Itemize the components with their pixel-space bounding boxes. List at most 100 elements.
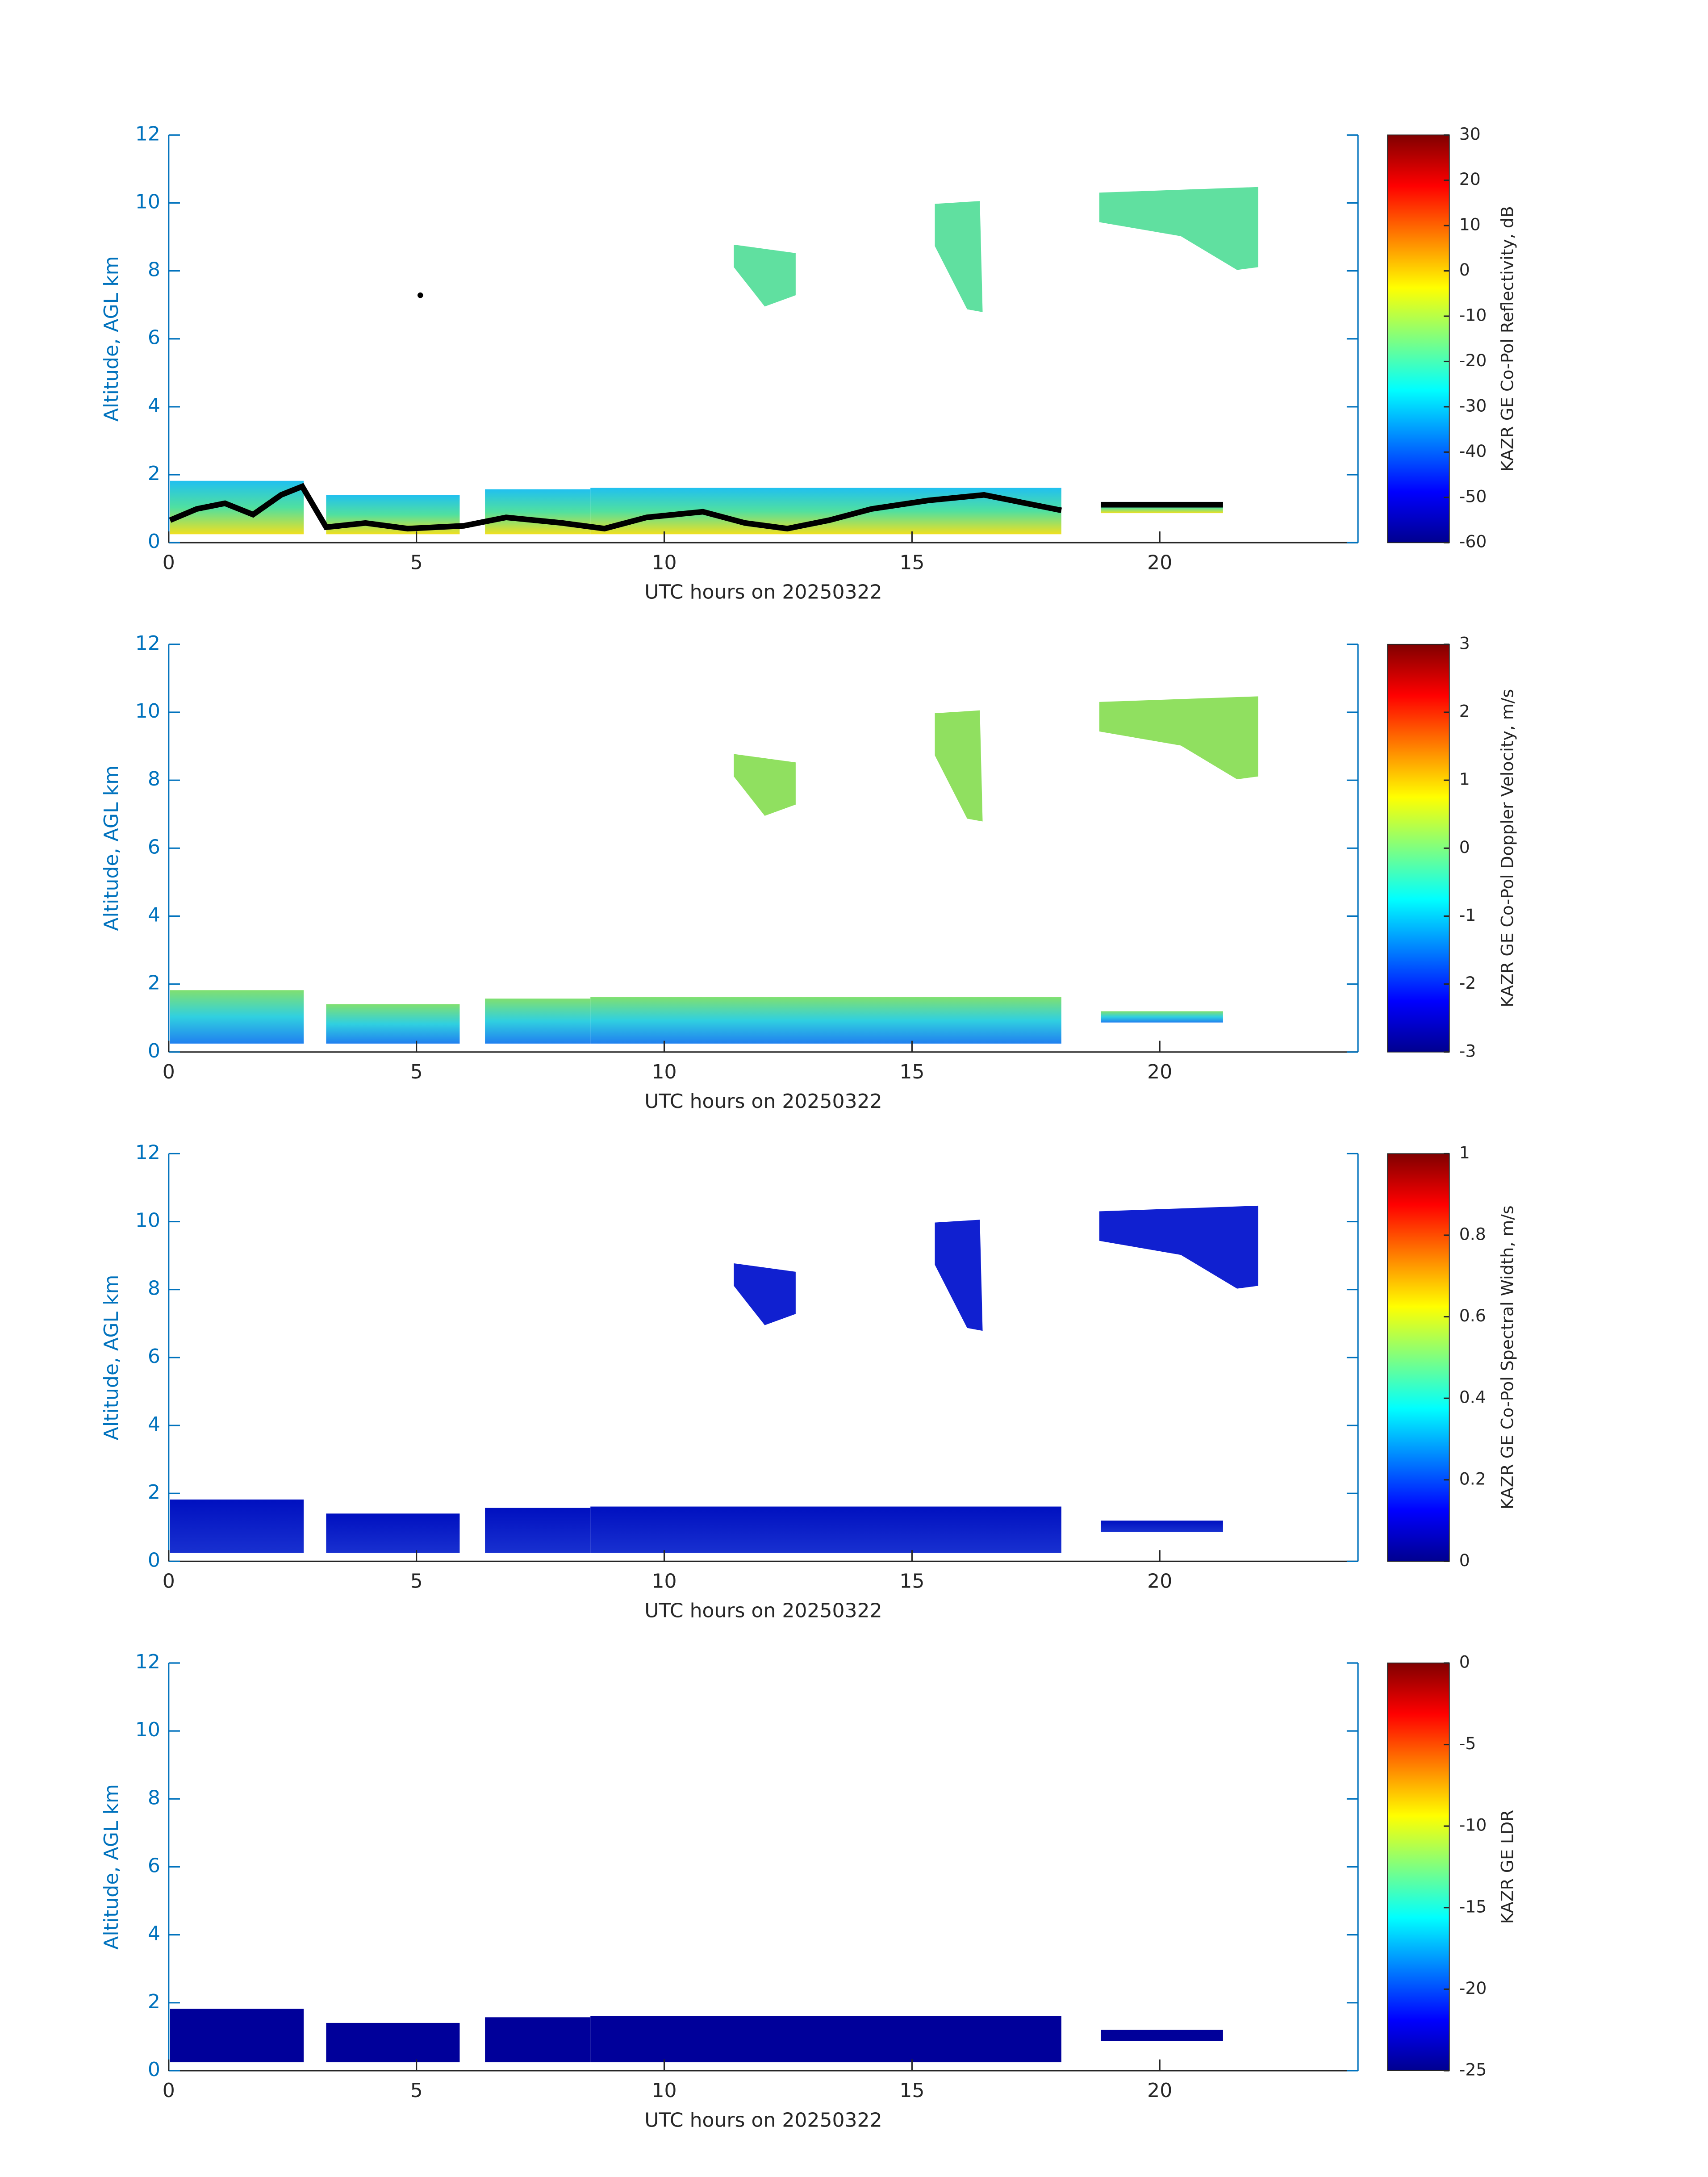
y-tick-label: 0 bbox=[148, 1040, 160, 1062]
x-tick-label: 10 bbox=[651, 1570, 677, 1593]
colorbar-tick-label: 2 bbox=[1459, 702, 1470, 721]
colorbar-label: KAZR GE Co-Pol Doppler Velocity, m/s bbox=[1497, 689, 1517, 1007]
echo-layer bbox=[169, 187, 1258, 2063]
y-axis-label: Altitude, AGL km bbox=[100, 1275, 123, 1441]
colorbar-tick-label: 20 bbox=[1459, 169, 1481, 189]
y-tick-label: 0 bbox=[148, 2058, 160, 2081]
y-tick-label: 2 bbox=[148, 1481, 160, 1504]
x-tick-label: 15 bbox=[899, 1570, 924, 1593]
y-tick-label: 2 bbox=[148, 1990, 160, 2013]
colorbar-tick-label: -1 bbox=[1459, 905, 1476, 925]
y-tick-label: 4 bbox=[148, 1413, 160, 1436]
colorbar-tick-label: 10 bbox=[1459, 215, 1481, 234]
cloud-base bbox=[418, 292, 423, 298]
x-tick-label: 15 bbox=[899, 551, 924, 574]
colorbar-scale bbox=[1387, 643, 1450, 1053]
x-axis-label: UTC hours on 20250322 bbox=[644, 2109, 882, 2131]
colorbar-tick-label: -50 bbox=[1459, 486, 1487, 506]
y-tick-label: 10 bbox=[135, 1209, 160, 1232]
echo-high bbox=[734, 696, 1258, 822]
colorbar: -60 -50 -40 -30 -20 -10 0 10 20 30 KAZR GE Co-Pol … bbox=[1387, 124, 1517, 552]
y-tick-label: 12 bbox=[135, 122, 160, 145]
colorbar-tick-label: -20 bbox=[1459, 1978, 1487, 1998]
x-tick-label: 20 bbox=[1147, 1570, 1172, 1593]
x-tick-label: 20 bbox=[1147, 1061, 1172, 1083]
y-tick-label: 10 bbox=[135, 1718, 160, 1741]
colorbar: -25 -20 -15 -10 -5 0 KAZR GE LDR bbox=[1387, 1652, 1517, 2079]
x-axis-label: UTC hours on 20250322 bbox=[644, 581, 882, 604]
x-tick-label: 5 bbox=[410, 551, 423, 574]
colorbar-tick-label: -25 bbox=[1459, 2060, 1487, 2079]
cloud-base bbox=[169, 483, 1062, 532]
colorbar-tick-label: 1 bbox=[1459, 1143, 1470, 1162]
y-tick-label: 6 bbox=[148, 326, 160, 349]
y-tick-label: 0 bbox=[148, 530, 160, 553]
colorbar-tick-label: -15 bbox=[1459, 1897, 1487, 1916]
y-tick-label: 2 bbox=[148, 972, 160, 994]
colorbar-tick-label: 0 bbox=[1459, 837, 1470, 857]
y-tick-label: 4 bbox=[148, 903, 160, 926]
x-tick-label: 10 bbox=[651, 551, 677, 574]
colorbar-tick-label: 0.2 bbox=[1459, 1469, 1486, 1488]
y-tick-label: 10 bbox=[135, 190, 160, 213]
colorbar-tick-label: 0 bbox=[1459, 1550, 1470, 1570]
y-tick-label: 4 bbox=[148, 394, 160, 417]
echo-low bbox=[170, 2009, 1223, 2063]
colorbar-tick-label: 0 bbox=[1459, 260, 1470, 280]
y-tick-label: 2 bbox=[148, 462, 160, 485]
x-tick-label: 0 bbox=[163, 1570, 175, 1593]
x-tick-label: 5 bbox=[410, 1570, 423, 1593]
y-tick-label: 12 bbox=[135, 1651, 160, 1673]
echo-low bbox=[170, 1499, 1223, 1553]
x-tick-label: 20 bbox=[1147, 2079, 1172, 2102]
colorbar-tick-label: 0.4 bbox=[1459, 1387, 1486, 1407]
colorbar-scale bbox=[1387, 1663, 1450, 2071]
y-axis-label: Altitude, AGL km bbox=[100, 256, 123, 422]
colorbar-scale bbox=[1387, 1153, 1450, 1562]
echo-high bbox=[734, 1205, 1258, 1331]
y-tick-label: 10 bbox=[135, 700, 160, 723]
x-tick-label: 0 bbox=[163, 2079, 175, 2102]
y-tick-label: 4 bbox=[148, 1922, 160, 1945]
colorbar-tick-label: -5 bbox=[1459, 1734, 1476, 1753]
y-tick-label: 6 bbox=[148, 1854, 160, 1877]
colorbar-tick-label: -10 bbox=[1459, 305, 1487, 325]
y-tick-label: 8 bbox=[148, 1786, 160, 1809]
x-tick-label: 15 bbox=[899, 1061, 924, 1083]
y-tick-label: 6 bbox=[148, 1345, 160, 1368]
colorbar-label: KAZR GE Co-Pol Reflectivity, dB bbox=[1497, 206, 1517, 472]
x-tick-label: 5 bbox=[410, 1061, 423, 1083]
x-tick-label: 10 bbox=[651, 1061, 677, 1083]
colorbar-tick-label: 3 bbox=[1459, 633, 1470, 653]
x-axis-label: UTC hours on 20250322 bbox=[644, 1090, 882, 1113]
y-tick-label: 8 bbox=[148, 259, 160, 281]
cloud-base bbox=[1101, 501, 1223, 508]
colorbar-tick-label: 0.8 bbox=[1459, 1224, 1486, 1244]
x-tick-label: 10 bbox=[651, 2079, 677, 2102]
colorbar-tick-label: 30 bbox=[1459, 124, 1481, 144]
colorbar-tick-label: 1 bbox=[1459, 769, 1470, 789]
y-axis-label: Altitude, AGL km bbox=[100, 1784, 123, 1950]
x-tick-label: 15 bbox=[899, 2079, 924, 2102]
x-axis-label: UTC hours on 20250322 bbox=[644, 1600, 882, 1622]
colorbar-tick-label: -20 bbox=[1459, 351, 1487, 370]
y-tick-label: 8 bbox=[148, 1277, 160, 1300]
x-tick-label: 5 bbox=[410, 2079, 423, 2102]
y-tick-label: 12 bbox=[135, 632, 160, 655]
x-tick-label: 0 bbox=[163, 551, 175, 574]
x-tick-label: 20 bbox=[1147, 551, 1172, 574]
y-tick-label: 12 bbox=[135, 1141, 160, 1164]
colorbar-tick-label: -10 bbox=[1459, 1815, 1487, 1835]
y-tick-label: 8 bbox=[148, 768, 160, 790]
colorbar-tick-label: -60 bbox=[1459, 532, 1487, 552]
x-tick-label: 0 bbox=[163, 1061, 175, 1083]
colorbar-tick-label: -30 bbox=[1459, 396, 1487, 415]
colorbar-tick-label: -40 bbox=[1459, 441, 1487, 461]
colorbar: 0 0.2 0.4 0.6 0.8 1 KAZR GE Co-Pol Spectral Wi… bbox=[1387, 1143, 1517, 1570]
colorbar-scale bbox=[1387, 134, 1450, 543]
colorbar-label: KAZR GE LDR bbox=[1497, 1810, 1517, 1924]
y-tick-label: 0 bbox=[148, 1549, 160, 1571]
y-axis-label: Altitude, AGL km bbox=[100, 765, 123, 931]
